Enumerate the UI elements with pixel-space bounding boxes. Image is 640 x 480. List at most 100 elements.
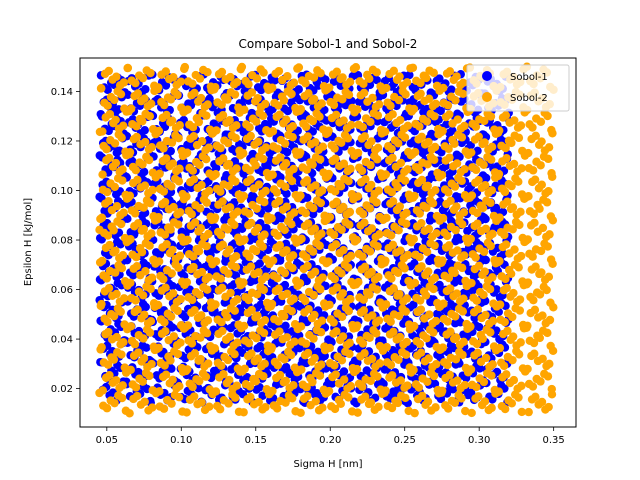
scatter-points [95,62,558,418]
data-point [410,191,419,201]
data-point [117,219,126,229]
data-point [227,347,236,356]
data-point [371,362,380,371]
data-point [462,281,472,291]
data-point [392,248,401,257]
data-point [456,384,465,393]
data-point [140,397,149,406]
data-point [527,395,537,404]
data-point [159,275,168,284]
data-point [264,172,274,182]
data-point [358,339,368,348]
data-point [241,379,251,389]
data-point [138,299,148,309]
data-point [259,68,268,77]
data-point [280,268,290,278]
data-point [270,314,279,324]
data-point [144,155,154,165]
data-point [253,311,262,320]
data-point [128,271,138,280]
data-point [543,372,553,381]
data-point [451,312,460,321]
data-point [545,359,554,369]
data-point [529,296,538,305]
y-tick-label: 0.14 [51,87,73,98]
data-point [307,313,317,323]
data-point [439,357,449,367]
data-point [259,328,269,338]
data-point [184,77,193,86]
data-point [133,305,142,314]
data-point [307,226,316,236]
data-point [133,219,143,228]
data-point [384,243,393,253]
data-point [276,135,286,145]
data-point [268,127,278,136]
data-point [396,391,406,400]
data-point [348,103,357,113]
x-tick-label: 0.35 [543,435,565,446]
data-point [341,87,350,97]
data-point [168,116,177,125]
data-point [454,173,463,183]
data-point [329,200,338,209]
data-point [371,102,381,112]
data-point [138,160,147,169]
data-point [341,298,351,307]
data-point [228,384,237,394]
data-point [295,302,305,311]
data-point [362,201,371,210]
data-point [443,317,452,326]
data-point [252,74,262,83]
data-point [232,164,241,173]
data-point [226,323,235,333]
data-point [500,187,510,197]
data-point [369,369,379,378]
data-point [102,404,112,413]
data-point [108,378,117,388]
data-point [144,276,153,285]
data-point [317,360,326,369]
data-point [533,227,542,237]
data-point [541,405,550,414]
data-point [320,342,329,351]
data-point [101,373,111,382]
data-point [274,196,284,206]
data-point [510,131,519,140]
x-tick-label: 0.15 [245,435,267,446]
data-point [408,279,417,289]
data-point [355,206,365,216]
data-point [388,371,397,380]
data-point [116,307,125,316]
data-point [531,262,540,271]
data-point [419,331,428,340]
data-point [445,67,455,76]
data-point [305,330,314,340]
data-point [380,365,389,374]
data-point [112,332,121,342]
data-point [473,219,482,228]
data-point [443,404,453,413]
data-point [432,360,441,369]
data-point [270,330,280,339]
data-point [250,356,259,366]
data-point [300,221,310,231]
data-point [212,272,221,281]
data-point [315,112,324,121]
data-point [288,263,297,273]
data-point [488,229,497,239]
data-point [382,228,392,238]
data-point [256,300,265,309]
data-point [401,350,411,359]
data-point [172,167,181,176]
data-point [227,260,236,270]
data-point [173,90,182,100]
data-point [446,216,456,226]
data-point [384,141,393,151]
data-point [201,146,210,155]
data-point [431,99,440,109]
data-point [323,128,333,137]
data-point [318,273,327,282]
data-point [287,89,296,99]
data-point [449,205,459,214]
